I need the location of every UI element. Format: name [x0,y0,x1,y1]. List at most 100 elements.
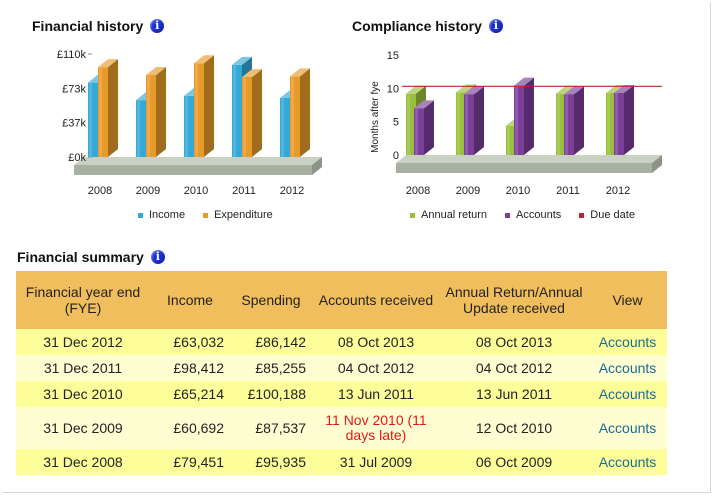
expenditure-bar-front [242,77,252,157]
expenditure-bar-front [290,76,300,157]
accounts-bar-front [464,94,474,155]
accounts-bar-highlight [615,93,618,155]
view-cell: Accounts [588,381,667,407]
legend-label: Due date [590,209,635,221]
view-cell: Accounts [588,355,667,381]
chart-floor-front [396,163,652,173]
legend-swatch-accounts [505,212,511,218]
chart-floor-side [652,155,662,173]
y-tick-label: £37k [62,118,86,130]
annual-return-bar-front [406,93,416,155]
y-tick-label: 5 [393,117,399,129]
accounts-link[interactable]: Accounts [598,333,657,350]
expenditure-bar-highlight [147,75,150,157]
accounts-link[interactable]: Accounts [598,385,657,402]
chart-floor-front [74,165,312,175]
x-tick-label: 2011 [232,185,256,197]
financial-history-title: Financial history [32,18,144,34]
financial-history-heading: Financial history i [32,18,165,34]
spending-cell: £95,935 [230,449,312,475]
fye-cell: 31 Dec 2010 [16,381,150,407]
info-icon[interactable]: i [150,250,165,264]
annual-return-bar-front [556,93,566,155]
table-row: 31 Dec 2011 £98,412 £85,255 04 Oct 2012 … [16,355,667,381]
expenditure-bar-top [242,69,262,78]
accounts-bar-front [514,85,524,155]
accounts-bar-front [564,94,574,155]
accounts-bar [614,85,634,155]
financial-history-legend: Income Expenditure [138,209,273,221]
x-tick-label: 2012 [280,185,304,197]
chart-floor-side [312,157,322,175]
annual-return-received-cell: 04 Oct 2012 [440,355,588,381]
income-bar-front [280,97,290,157]
accounts-bar-top [564,86,584,95]
x-tick-label: 2012 [606,185,630,197]
annual-return-received-cell: 12 Oct 2010 [440,407,588,449]
accounts-link[interactable]: Accounts [598,453,657,470]
legend-label: Income [149,209,186,221]
page-frame [2,2,711,493]
spending-cell: £87,537 [230,407,312,449]
accounts-bar-highlight [565,94,568,155]
legend-label: Expenditure [214,209,273,221]
view-cell: Accounts [588,407,667,449]
info-icon[interactable]: i [488,19,503,33]
fye-cell: 31 Dec 2009 [16,407,150,449]
income-cell: £98,412 [150,355,230,381]
expenditure-bar-highlight [291,76,294,157]
income-bar-front [232,64,242,157]
accounts-link[interactable]: Accounts [598,359,657,376]
annual-return-bar-top [606,85,626,93]
accounts-received-cell: 04 Oct 2012 [312,355,440,381]
accounts-bar-side [474,86,484,155]
x-tick-label: 2008 [406,185,430,197]
y-tick-label: 10 [387,83,399,95]
spending-cell: £100,188 [230,381,312,407]
legend-item-expenditure: Expenditure [203,209,273,221]
accounts-received-late-cell: 11 Nov 2010 (11 days late) [312,407,440,449]
accounts-bar-top [464,86,484,95]
legend-item-annual-return: Annual return [410,209,487,221]
accounts-bar-side [624,85,634,155]
y-axis-label: Months after fye [370,81,381,153]
expenditure-bar-front [194,63,204,157]
accounts-bar-top [614,85,634,93]
table-row: 31 Dec 2009 £60,692 £87,537 11 Nov 2010 … [16,407,667,449]
compliance-history-chart: 0 5 10 15 Months after fye 2008 2009 2010 2011 20… [370,50,662,197]
compliance-history-legend: Annual return Accounts Due date [410,209,635,221]
compliance-history-heading: Compliance history i [352,18,503,34]
expenditure-bar-top [146,67,166,76]
view-cell: Accounts [588,449,667,475]
expenditure-bar-highlight [195,63,198,157]
income-bar-front [88,82,98,157]
income-bar-front [184,95,194,157]
expenditure-bar-front [146,75,156,157]
income-bar-highlight [185,95,188,157]
legend-label: Annual return [421,209,488,221]
expenditure-bar-top [98,59,118,68]
annual-return-received-cell: 08 Oct 2013 [440,329,588,355]
accounts-bar [414,100,434,155]
accounts-bar-side [424,100,434,155]
x-tick-label: 2009 [136,185,160,197]
expenditure-bar [146,67,166,157]
x-tick-label: 2008 [88,185,112,197]
accounts-link[interactable]: Accounts [598,419,657,436]
expenditure-bar-front [98,67,108,157]
y-tick-label: 15 [387,50,399,62]
legend-swatch-expenditure [203,212,209,218]
expenditure-bar-side [108,59,118,157]
column-header-fye: Financial year end (FYE) [16,271,150,329]
income-bar-top [232,56,252,65]
x-tick-label: 2010 [506,185,530,197]
accounts-bar-front [614,93,624,155]
annual-return-bar-highlight [607,93,610,155]
accounts-bar [464,86,484,155]
expenditure-bar-top [194,55,214,64]
financial-summary-title: Financial summary [17,249,144,265]
column-header-accounts-received: Accounts received [312,271,440,329]
info-icon[interactable]: i [150,19,165,33]
accounts-bar-top [514,77,534,86]
annual-return-bar-top [406,85,426,94]
